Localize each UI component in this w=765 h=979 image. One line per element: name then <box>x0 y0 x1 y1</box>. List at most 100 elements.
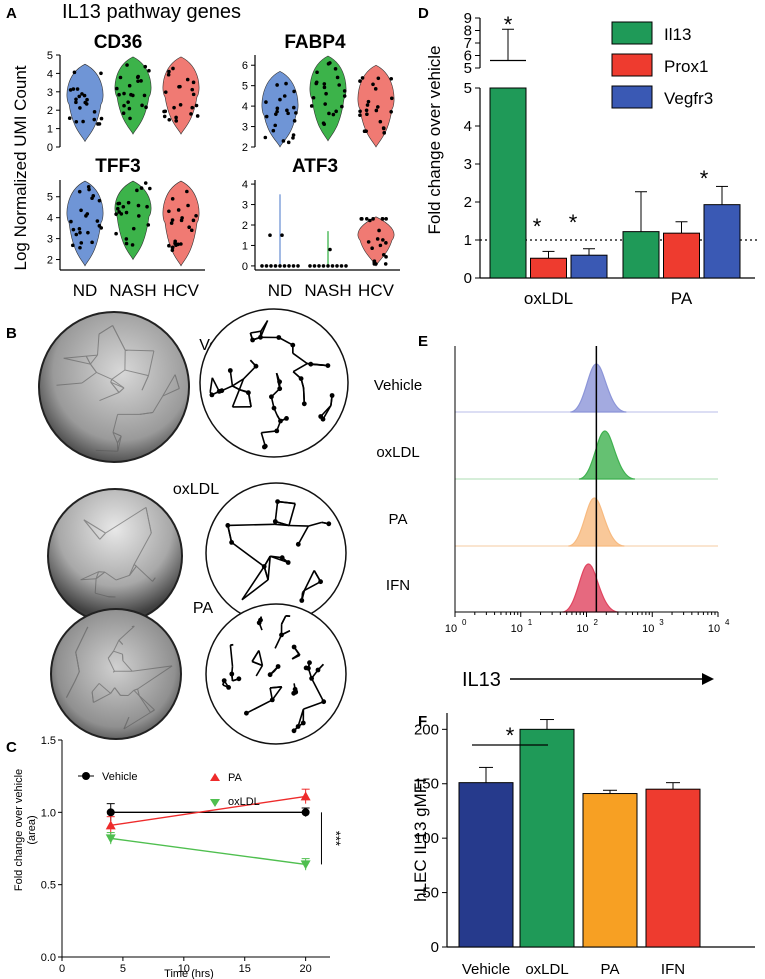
violin-point <box>384 241 388 245</box>
pa-network-segment <box>303 700 324 710</box>
legend-label-oxldl: oxLDL <box>228 796 260 808</box>
violin-point <box>309 104 314 108</box>
data-point <box>301 808 310 817</box>
violin-point <box>194 103 199 108</box>
violin-point <box>82 93 87 98</box>
violin-ytick-label: 3 <box>242 200 248 212</box>
oxldl-network-segment <box>227 523 275 527</box>
violin-point <box>264 114 269 119</box>
bar-il13-oxldl <box>489 87 527 279</box>
violin-point <box>269 264 273 268</box>
violin-point <box>178 102 183 107</box>
oxldl-vessel-line <box>94 578 97 594</box>
panel-a-ylabel: Log Normalized UMI Count <box>11 65 30 270</box>
network-node <box>291 728 297 734</box>
oxldl-network-segment <box>267 556 271 580</box>
violin-point <box>315 70 319 75</box>
violin-shape <box>114 180 152 261</box>
panel-b: Vehicle oxLDL PA <box>38 308 349 745</box>
pa-vessel-line <box>127 689 135 696</box>
xtick-label: 0 <box>59 963 65 975</box>
oxldl-vessel-line <box>145 507 152 534</box>
violin-point <box>143 64 148 69</box>
pa-vessel-line <box>91 683 100 693</box>
violin-point <box>264 100 268 104</box>
panel-e-xlabel: IL13 <box>462 669 501 691</box>
xtick-label: oxLDL <box>525 961 568 978</box>
vehicle-network-segment <box>278 336 294 346</box>
vehicle-network-segment <box>307 362 311 365</box>
pa-network-segment <box>274 634 283 649</box>
xtick-label: IFN <box>661 961 685 978</box>
violin-point <box>374 108 379 113</box>
xtick-label: 5 <box>120 963 126 975</box>
vehicle-vessel-line <box>86 354 98 357</box>
oxldl-network-segment <box>288 503 296 526</box>
violin-point <box>273 123 278 128</box>
violin-point <box>170 197 175 201</box>
oxldl-network-segment <box>269 555 289 564</box>
violin-point <box>67 116 72 121</box>
violin-point <box>170 248 175 253</box>
vehicle-vessel-line <box>95 449 118 452</box>
oxldl-network-segment <box>277 500 296 505</box>
vehicle-network-segment <box>292 362 308 373</box>
network-node <box>295 541 301 547</box>
violin-point <box>97 122 102 126</box>
violin-point <box>81 119 85 124</box>
violin-point <box>366 99 371 104</box>
oxldl-network-segment <box>313 570 322 583</box>
oxldl-network-segment <box>302 589 306 594</box>
violin-point <box>87 187 91 192</box>
violin-point <box>115 206 120 211</box>
oxldl-vessel-line <box>95 571 100 579</box>
vehicle-vessel-line <box>110 381 125 389</box>
xtick-label: 10 <box>178 963 190 975</box>
legend-swatch-vegfr3 <box>611 85 653 109</box>
vehicle-vessel-line <box>162 388 180 397</box>
histogram-label-vehicle: Vehicle <box>374 377 422 394</box>
violin-point <box>378 119 383 124</box>
series-line-oxldl <box>110 837 306 866</box>
violin-point <box>278 97 282 102</box>
oxldl-vessel-line <box>99 532 106 540</box>
violin-point <box>373 87 378 91</box>
violin-point <box>282 264 287 268</box>
violin-point <box>191 80 196 85</box>
violin-point <box>282 94 287 98</box>
xtick-exponent: 0 <box>462 618 467 627</box>
violin-point <box>377 228 381 233</box>
xtick-exponent: 2 <box>594 618 599 627</box>
panel-a: IL13 pathway genes Log Normalized UMI Co… <box>11 1 400 300</box>
violin-point <box>71 87 76 91</box>
violin-point <box>162 114 167 119</box>
violin-ytick-label: 2 <box>242 142 248 154</box>
oxldl-vessel-line <box>133 564 137 567</box>
violin-point <box>74 100 78 105</box>
violin-point <box>358 109 362 114</box>
vehicle-vessel-line <box>162 374 176 397</box>
histogram-ifn <box>562 563 619 613</box>
violin-point <box>144 105 148 109</box>
histogram-label-ifn: IFN <box>386 577 410 594</box>
vehicle-vessel-line <box>90 354 98 365</box>
violin-point <box>284 81 288 86</box>
pa-network-segment <box>317 663 324 671</box>
vehicle-vessel-line <box>117 435 122 452</box>
pa-vessel-line <box>137 688 140 696</box>
violin-point <box>68 88 73 92</box>
violin-point <box>78 230 82 235</box>
pa-network-segment <box>297 708 305 727</box>
violin-point <box>127 83 132 88</box>
vehicle-vessel-line <box>111 369 126 380</box>
violin-point <box>280 233 284 238</box>
violin-point <box>291 136 295 140</box>
ytick-label: 50 <box>422 885 439 902</box>
bar-ifn <box>645 788 701 948</box>
vehicle-network-segment <box>231 389 241 408</box>
vehicle-vessel-line <box>124 369 149 377</box>
histogram-label-pa: PA <box>389 511 408 528</box>
violin-point <box>92 117 97 122</box>
data-point <box>105 834 116 844</box>
pa-well-image <box>50 608 182 740</box>
